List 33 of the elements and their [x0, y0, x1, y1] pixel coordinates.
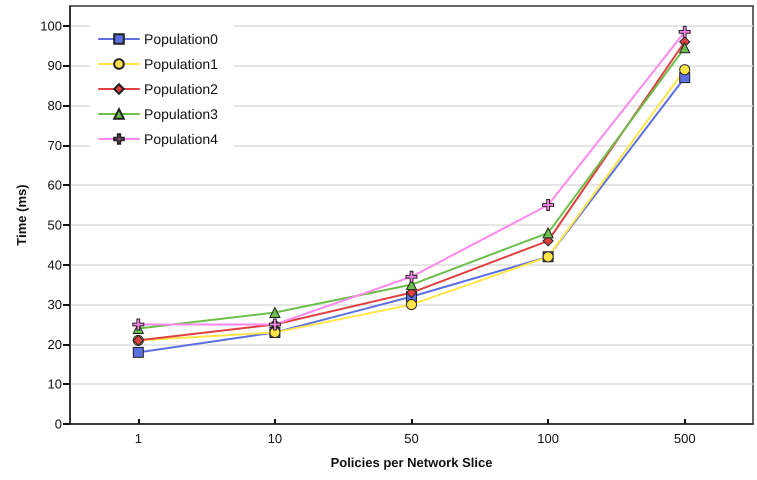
- point: [406, 299, 417, 310]
- y-tick-label: 30: [48, 297, 62, 312]
- y-tick-label: 50: [48, 217, 62, 232]
- x-axis-title: Policies per Network Slice: [330, 455, 492, 470]
- y-tick-label: 40: [48, 257, 62, 272]
- legend-label: Population4: [144, 131, 218, 147]
- legend-label: Population2: [144, 81, 218, 97]
- point: [679, 64, 690, 76]
- legend-label: Population0: [144, 31, 218, 47]
- y-tick-label: 100: [40, 18, 62, 34]
- point: [542, 199, 554, 212]
- y-tick-label: 0: [54, 416, 62, 432]
- legend-label: Population3: [144, 106, 218, 122]
- x-tick-label: 500: [674, 431, 696, 446]
- point: [269, 307, 280, 318]
- y-tick-label: 60: [48, 178, 62, 193]
- x-tick-label: 1: [134, 431, 142, 446]
- legend-label: Population1: [144, 56, 218, 72]
- point: [132, 346, 144, 358]
- point: [132, 318, 144, 330]
- y-tick-label: 20: [48, 336, 62, 352]
- y-tick-label: 70: [48, 138, 62, 153]
- point: [679, 42, 690, 54]
- x-tick-label: 10: [268, 431, 282, 446]
- x-tick-label: 50: [404, 431, 419, 446]
- y-axis-title: Time (ms): [14, 184, 29, 246]
- point: [678, 26, 691, 38]
- x-tick-label: 100: [537, 431, 559, 446]
- y-tick-label: 90: [48, 58, 62, 74]
- y-tick-label: 10: [48, 376, 62, 392]
- y-tick-label: 80: [48, 98, 62, 114]
- point: [406, 270, 418, 283]
- point: [542, 227, 554, 238]
